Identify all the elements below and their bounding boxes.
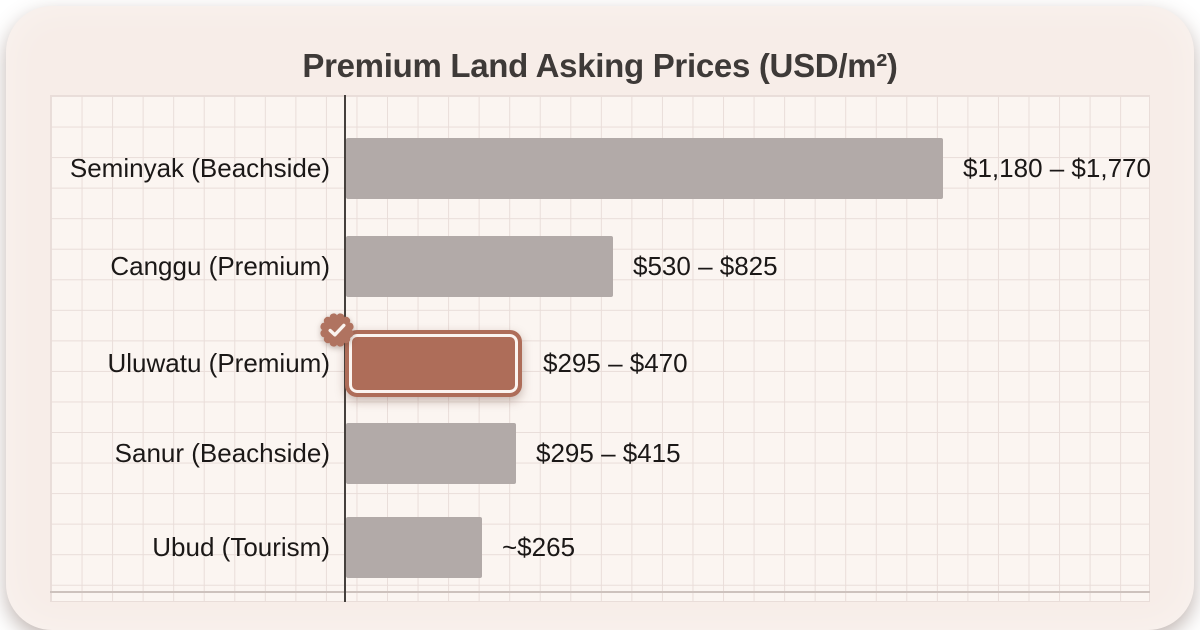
bar	[346, 138, 943, 199]
verified-checkmark-seal-icon	[320, 313, 354, 347]
x-baseline	[50, 591, 1150, 593]
category-label: Sanur (Beachside)	[114, 438, 330, 468]
value-label: ~$265	[502, 532, 576, 562]
bar	[346, 517, 482, 578]
category-label: Ubud (Tourism)	[152, 532, 330, 562]
value-label: $530 – $825	[633, 251, 778, 281]
highlight-bar	[345, 330, 522, 397]
category-label: Uluwatu (Premium)	[107, 348, 331, 378]
category-label: Canggu (Premium)	[110, 251, 330, 281]
chart-title: Premium Land Asking Prices (USD/m²)	[302, 47, 898, 85]
category-label: Seminyak (Beachside)	[69, 153, 330, 183]
value-label: $295 – $470	[543, 348, 688, 378]
value-label: $295 – $415	[536, 438, 681, 468]
value-label: $1,180 – $1,770	[963, 153, 1151, 183]
bar	[346, 423, 516, 484]
bar	[346, 236, 613, 297]
